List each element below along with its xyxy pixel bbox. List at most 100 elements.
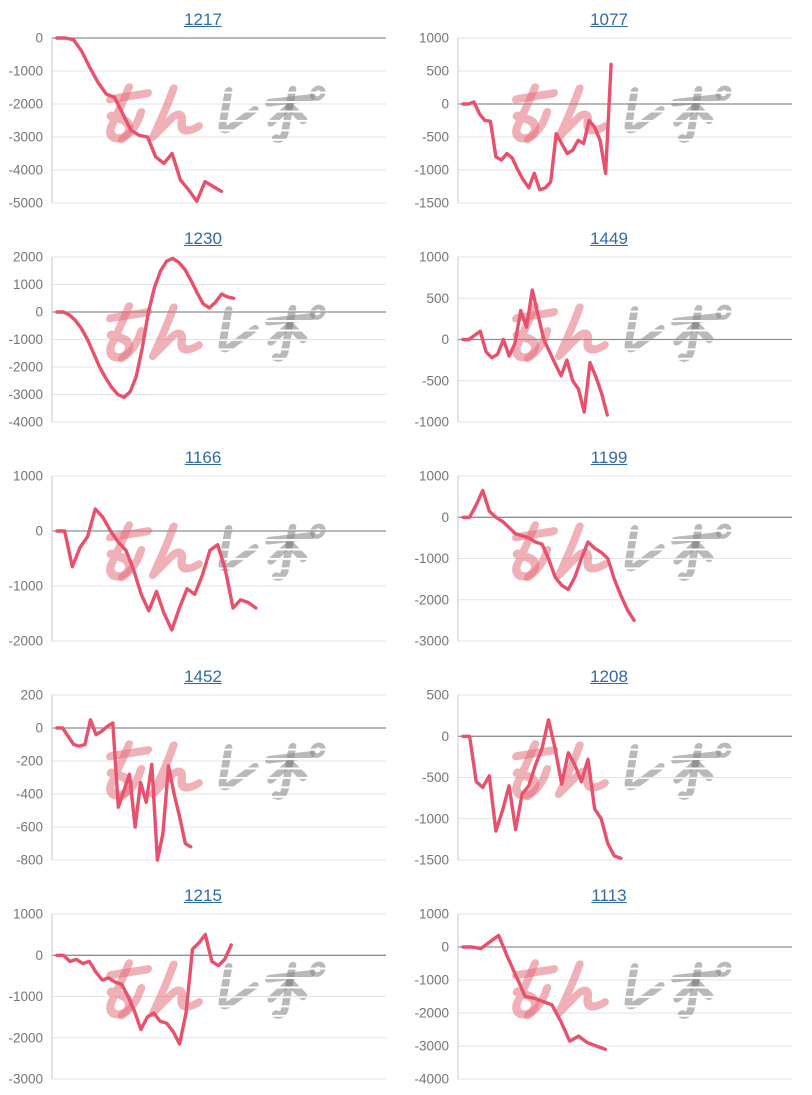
chart-cell: 1113 1000 0 -1000 -2000 -3000 -4000 [406, 876, 812, 1095]
y-tick-label: 500 [426, 291, 449, 306]
y-tick-label: 1000 [419, 469, 449, 484]
y-tick-label: -3000 [8, 130, 43, 145]
y-tick-label: 0 [441, 940, 449, 955]
y-tick-label: -500 [422, 770, 449, 785]
y-tick-label: 0 [441, 510, 449, 525]
data-line [461, 933, 608, 1052]
data-line [461, 488, 636, 623]
y-tick-label: -5000 [8, 196, 43, 211]
y-tick-label: -2000 [8, 360, 43, 375]
chart-cell: 1217 0 -1000 -2000 -3000 -4000 -5000 [0, 0, 406, 219]
y-tick-label: -400 [16, 787, 43, 802]
chart-title-link[interactable]: 1166 [184, 448, 222, 467]
y-tick-label: -2000 [414, 1006, 449, 1021]
chart-canvas: 2000 1000 0 -1000 -2000 -3000 -4000 [8, 250, 386, 430]
chart-canvas: 1000 500 0 -500 -1000 [414, 250, 792, 430]
chart-title-link[interactable]: 1199 [590, 448, 628, 467]
y-tick-label: 500 [426, 64, 449, 79]
y-tick-label: -600 [16, 820, 43, 835]
watermark-logo [512, 83, 732, 144]
chart-title-link[interactable]: 1215 [184, 886, 222, 905]
chart-title-row: 1199 [406, 438, 812, 468]
chart-canvas: 1000 0 -1000 -2000 -3000 [414, 469, 792, 649]
chart-title-row: 1217 [0, 0, 406, 30]
chart-title-link[interactable]: 1449 [590, 229, 628, 248]
chart-title-row: 1077 [406, 0, 812, 30]
y-tick-label: 1000 [13, 907, 43, 922]
watermark-logo [106, 302, 326, 363]
chart-title-link[interactable]: 1217 [184, 10, 222, 29]
y-tick-label: 1000 [419, 31, 449, 46]
y-tick-label: -2000 [8, 634, 43, 649]
y-tick-label: -1000 [8, 579, 43, 594]
y-tick-label: -3000 [8, 387, 43, 402]
y-tick-label: 0 [441, 97, 449, 112]
y-tick-label: -200 [16, 754, 43, 769]
watermark-logo [512, 521, 732, 582]
y-tick-label: -1000 [414, 163, 449, 178]
watermark-logo [106, 959, 326, 1020]
y-tick-label: -1000 [8, 989, 43, 1004]
chart-title-row: 1449 [406, 219, 812, 249]
chart-title-row: 1452 [0, 657, 406, 687]
y-tick-label: -2000 [8, 1030, 43, 1045]
data-line [55, 36, 224, 204]
chart-title-link[interactable]: 1208 [590, 667, 628, 686]
y-tick-label: 0 [35, 305, 43, 320]
y-tick-label: 1000 [13, 277, 43, 292]
chart-cell: 1166 1000 0 -1000 -2000 [0, 438, 406, 657]
y-tick-label: -1000 [8, 332, 43, 347]
watermark-logo [106, 740, 326, 801]
chart-cell: 1215 1000 0 -1000 -2000 -3000 [0, 876, 406, 1095]
y-tick-label: -2000 [414, 592, 449, 607]
chart-title-row: 1166 [0, 438, 406, 468]
chart-canvas: 200 0 -200 -400 -600 -800 [16, 688, 386, 868]
chart-canvas: 1000 0 -1000 -2000 -3000 [8, 907, 386, 1087]
y-tick-label: 1000 [13, 469, 43, 484]
chart-title-link[interactable]: 1077 [590, 10, 628, 29]
watermark-logo [106, 83, 326, 144]
chart-cell: 1449 1000 500 0 -500 -1000 [406, 219, 812, 438]
chart-title-row: 1230 [0, 219, 406, 249]
y-tick-label: -1000 [414, 551, 449, 566]
chart-cell: 1077 1000 500 0 -500 -1000 -1500 [406, 0, 812, 219]
y-tick-label: -500 [422, 130, 449, 145]
y-tick-label: -500 [422, 373, 449, 388]
data-line [55, 718, 193, 862]
y-tick-label: -3000 [414, 1039, 449, 1054]
y-tick-label: 2000 [13, 250, 43, 265]
y-tick-label: -1000 [8, 64, 43, 79]
chart-title-link[interactable]: 1113 [591, 886, 627, 905]
y-tick-label: -1000 [414, 973, 449, 988]
data-line [461, 718, 623, 861]
y-tick-label: 0 [441, 332, 449, 347]
chart-canvas: 500 0 -500 -1000 -1500 [414, 688, 792, 868]
chart-title-row: 1113 [406, 876, 812, 906]
chart-cell: 1452 200 0 -200 -400 -600 -800 [0, 657, 406, 876]
chart-cell: 1208 500 0 -500 -1000 -1500 [406, 657, 812, 876]
y-tick-label: -4000 [8, 415, 43, 430]
y-tick-label: -1000 [414, 415, 449, 430]
y-tick-label: 0 [35, 524, 43, 539]
y-tick-label: -1500 [414, 196, 449, 211]
watermark-logo [512, 959, 732, 1020]
y-tick-label: -2000 [8, 97, 43, 112]
chart-canvas: 0 -1000 -2000 -3000 -4000 -5000 [8, 31, 386, 211]
y-tick-label: 0 [35, 31, 43, 46]
y-tick-label: -4000 [8, 163, 43, 178]
y-tick-label: -1000 [414, 811, 449, 826]
data-line [461, 62, 613, 192]
data-line [55, 256, 236, 400]
data-line [55, 932, 233, 1046]
y-tick-label: -1500 [414, 853, 449, 868]
chart-canvas: 1000 500 0 -500 -1000 -1500 [414, 31, 792, 211]
watermark-logo [512, 302, 732, 363]
chart-title-link[interactable]: 1452 [184, 667, 222, 686]
y-tick-label: -3000 [414, 634, 449, 649]
y-tick-label: 0 [35, 721, 43, 736]
y-tick-label: 1000 [419, 907, 449, 922]
y-tick-label: 500 [426, 688, 449, 703]
chart-title-link[interactable]: 1230 [184, 229, 222, 248]
